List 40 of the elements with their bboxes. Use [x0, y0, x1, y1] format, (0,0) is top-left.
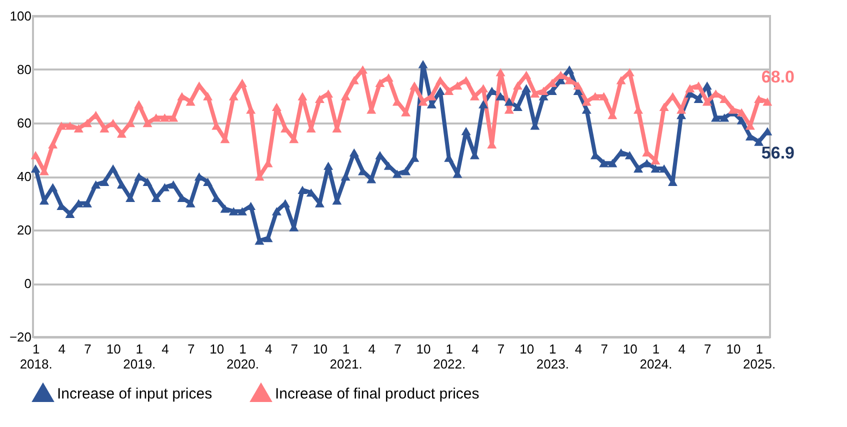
legend-label: Increase of input prices — [57, 385, 212, 402]
x-tick-label: 7 — [600, 342, 608, 356]
x-tick-label: 1 2019. — [123, 342, 156, 372]
y-tick-label: 40 — [17, 169, 32, 184]
x-tick-label: 4 — [264, 342, 272, 356]
x-tick-label: 1 2025. — [743, 342, 776, 372]
x-tick-label: 1 2023. — [536, 342, 569, 372]
x-tick-label: 10 — [312, 342, 328, 356]
x-tick-label: 1 2024. — [640, 342, 672, 372]
x-tick-label: 7 — [394, 342, 402, 356]
x-tick-label: 7 — [290, 342, 298, 356]
y-tick-label: 60 — [17, 116, 32, 130]
x-tick-label: 4 — [368, 342, 376, 356]
x-tick-label: 4 — [162, 342, 169, 356]
y-tick-label: 100 — [10, 8, 32, 24]
annotation: 56.9 — [761, 143, 795, 162]
x-tick-label: 7 — [497, 342, 505, 356]
y-tick-label: 0 — [24, 276, 32, 291]
x-tick-label: 10 — [106, 342, 121, 356]
x-tick-label: 4 — [678, 342, 686, 356]
x-tick-label: 7 — [187, 342, 195, 356]
y-tick-label: 80 — [17, 62, 32, 77]
x-tick-label: 4 — [574, 342, 582, 356]
x-tick-label: 7 — [84, 342, 92, 356]
y-tick-label: −20 — [9, 330, 32, 344]
x-tick-label: 10 — [520, 342, 534, 356]
x-tick-label: 1 2020. — [226, 342, 259, 372]
x-tick-label: 10 — [622, 342, 638, 356]
legend-label: Increase of final product prices — [275, 385, 480, 402]
x-tick-label: 10 — [210, 342, 224, 356]
x-tick-label: 1 2022. — [433, 342, 466, 372]
x-tick-label: 10 — [726, 342, 741, 356]
x-tick-label: 1 2018. — [20, 342, 52, 372]
x-tick-label: 4 — [58, 342, 66, 356]
y-tick-label: 20 — [17, 222, 32, 238]
x-tick-label: 7 — [704, 342, 712, 356]
annotation: 68.0 — [761, 68, 795, 87]
x-tick-label: 1 2021. — [330, 342, 362, 372]
x-tick-label: 4 — [472, 342, 479, 356]
x-tick-label: 10 — [416, 342, 431, 356]
